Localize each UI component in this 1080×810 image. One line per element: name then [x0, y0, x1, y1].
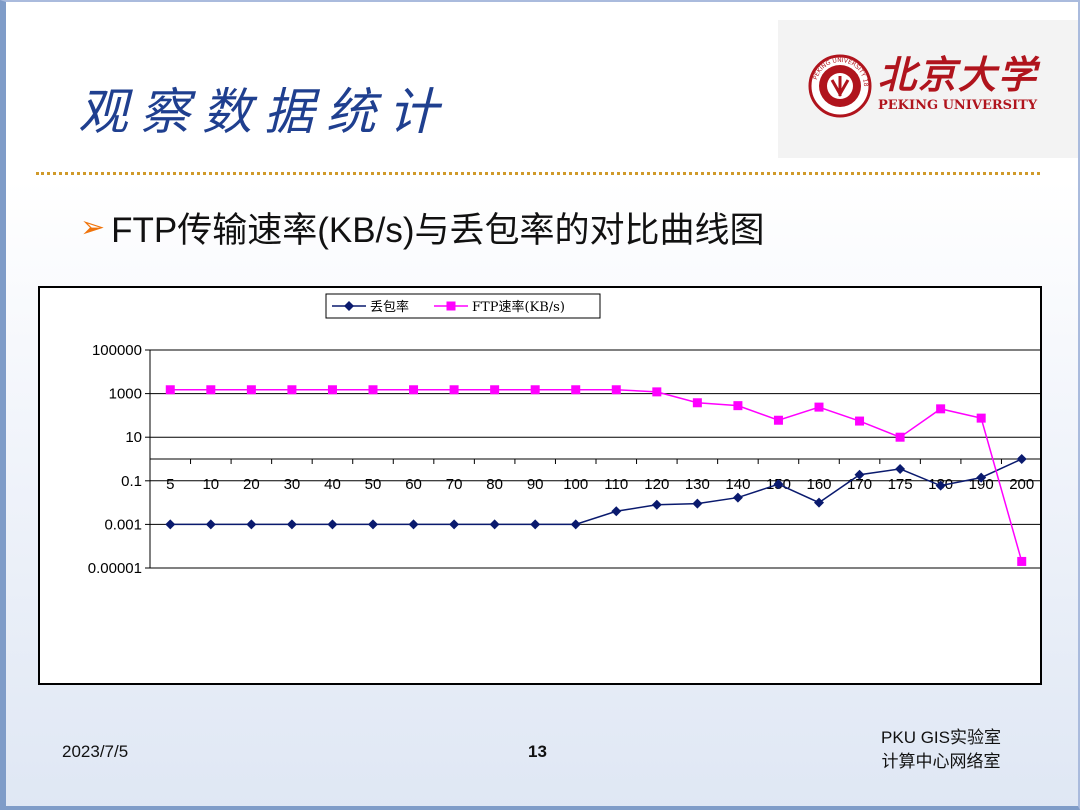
data-point [652, 387, 662, 397]
data-point [1017, 556, 1027, 566]
chart-container: 100000 1000 10 0.1 0.001 0.00001 5 10 20 30 40 50 60… [38, 286, 1042, 685]
x-tick-label: 90 [527, 476, 544, 493]
data-point [489, 519, 500, 530]
data-point [327, 385, 337, 395]
data-point [449, 519, 460, 530]
data-point [409, 385, 419, 395]
x-tick-label: 20 [243, 476, 260, 493]
data-point [246, 385, 256, 395]
data-point [976, 413, 986, 423]
x-tick-label: 50 [365, 476, 382, 493]
data-point [368, 519, 378, 530]
footer-date: 2023/7/5 [62, 742, 129, 761]
line-chart: 100000 1000 10 0.1 0.001 0.00001 5 10 20 30 40 50 60… [88, 293, 1040, 577]
y-tick-label: 10 [125, 429, 142, 446]
y-tick-label: 1000 [109, 386, 142, 403]
data-point [571, 385, 581, 395]
x-tick-label: 200 [1009, 476, 1034, 493]
x-tick-label: 40 [324, 476, 341, 493]
y-tick-label: 0.001 [104, 516, 142, 533]
logo-chinese-wordmark: 北京大学 [878, 44, 1038, 99]
data-point [165, 385, 175, 395]
data-point [733, 401, 743, 411]
data-point [773, 415, 783, 425]
x-tick-label: 110 [604, 476, 628, 493]
x-tick-label: 120 [644, 476, 669, 493]
data-point [814, 402, 824, 412]
x-tick-label: 5 [166, 476, 174, 493]
data-point [530, 519, 541, 530]
data-point [287, 385, 297, 395]
data-point [854, 469, 865, 480]
data-point [368, 385, 378, 395]
legend-marker [446, 301, 456, 311]
y-tick-label: 0.00001 [88, 560, 142, 577]
footer-org-line2: 计算中心网络室 [881, 752, 1001, 771]
seal-icon: PEKING UNIVERSITY 1898 [808, 54, 872, 118]
data-point [814, 497, 824, 508]
title-divider [36, 172, 1040, 175]
footer-organization: PKU GIS实验室 计算中心网络室 [856, 726, 1026, 774]
data-point [936, 404, 946, 414]
data-point [408, 519, 419, 530]
legend-box [325, 293, 601, 319]
data-point [773, 479, 784, 490]
bullet-text: FTP传输速率(KB/s)与丢包率的对比曲线图 [111, 211, 765, 250]
slide-title: 观察数据统计 [78, 83, 450, 141]
x-tick-label: 70 [446, 476, 463, 493]
x-tick-label: 130 [685, 476, 710, 493]
data-point [611, 385, 621, 395]
x-tick-label: 100 [563, 476, 588, 493]
data-point [732, 492, 743, 503]
x-tick-label: 160 [806, 476, 831, 493]
x-tick-label: 170 [847, 476, 872, 493]
data-point [327, 519, 338, 530]
legend-label: FTP速率(KB/s) [472, 299, 565, 315]
data-point [895, 463, 906, 474]
x-tick-label: 190 [969, 476, 994, 493]
x-tick-label: 30 [284, 476, 301, 493]
data-point [490, 385, 500, 395]
data-point [651, 499, 662, 510]
data-point [855, 416, 865, 426]
x-tick-label: 80 [486, 476, 503, 493]
bullet-item: ➢ FTP传输速率(KB/s)与丢包率的对比曲线图 [80, 202, 764, 253]
university-logo: PEKING UNIVERSITY 1898 北京大学 PEKING UNIVE… [778, 20, 1078, 158]
data-point [976, 472, 987, 483]
legend-label: 丢包率 [370, 299, 409, 315]
y-tick-label: 100000 [92, 342, 142, 359]
data-point [692, 498, 703, 509]
data-point [570, 519, 581, 530]
data-point [692, 398, 702, 408]
data-point [246, 519, 257, 530]
x-tick-label: 140 [725, 476, 750, 493]
data-point [449, 385, 459, 395]
bullet-arrow-icon: ➢ [80, 209, 106, 245]
series-line-0 [170, 458, 1023, 526]
series-line-1 [170, 389, 1023, 562]
logo-english-wordmark: PEKING UNIVERSITY [878, 94, 1037, 113]
data-point [611, 506, 622, 517]
x-tick-label: 175 [888, 476, 913, 493]
footer-page-number: 13 [528, 742, 547, 761]
legend-marker [344, 301, 354, 311]
footer-org-line1: PKU GIS实验室 [881, 728, 1001, 747]
x-tick-label: 10 [202, 476, 219, 493]
data-point [1016, 454, 1027, 464]
data-point [165, 519, 176, 530]
data-point [935, 480, 946, 491]
x-tick-label: 60 [405, 476, 422, 493]
data-point [286, 519, 297, 530]
data-point [205, 519, 216, 530]
data-point [530, 385, 540, 395]
y-tick-label: 0.1 [121, 473, 142, 490]
logo-english: PEKING UNIVERSITY [878, 98, 1038, 113]
data-point [206, 385, 216, 395]
logo-chinese: 北京大学 [878, 52, 1039, 97]
data-point [895, 432, 905, 442]
